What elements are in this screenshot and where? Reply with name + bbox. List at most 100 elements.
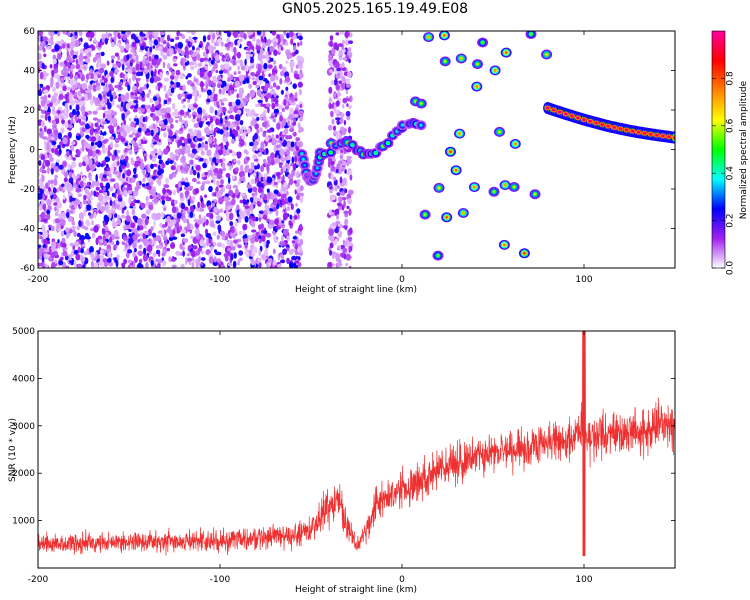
heatmap-cell [345, 32, 350, 36]
heatmap-cell [67, 215, 73, 222]
heatmap-cell [89, 31, 95, 39]
heatmap-cell [253, 113, 259, 117]
heatmap-cell [227, 176, 231, 184]
heatmap-cell [93, 225, 99, 233]
heatmap-cell [166, 71, 170, 76]
heatmap-cell [114, 68, 120, 73]
heatmap-cell [154, 47, 159, 51]
heatmap-cell [153, 240, 156, 246]
heatmap-cell [200, 250, 205, 255]
heatmap-cell [279, 254, 283, 258]
heatmap-cell [99, 104, 103, 110]
heatmap-cell [85, 219, 90, 226]
heatmap-cell [49, 31, 55, 37]
x-tick-label: -200 [28, 275, 49, 285]
heatmap-cell [72, 108, 77, 116]
heatmap-cell [192, 169, 197, 176]
heatmap-cell [238, 250, 244, 256]
heatmap-cell [66, 211, 70, 219]
heatmap-cell [110, 109, 115, 116]
heatmap-cell [594, 121, 598, 125]
heatmap-cell [529, 32, 533, 36]
heatmap-cell [133, 118, 137, 122]
heatmap-cell [167, 97, 172, 102]
heatmap-cell [74, 202, 77, 210]
heatmap-cell [62, 85, 67, 92]
heatmap-cell [237, 259, 241, 266]
heatmap-cell [192, 36, 198, 40]
heatmap-cell [249, 90, 255, 98]
heatmap-cell [103, 131, 107, 136]
heatmap-cell [101, 228, 105, 235]
heatmap-cell [347, 255, 352, 259]
heatmap-cell [340, 113, 345, 118]
heatmap-cell [164, 99, 168, 105]
heatmap-cell [141, 97, 146, 102]
heatmap-cell [111, 117, 118, 126]
heatmap-cell [225, 184, 231, 190]
heatmap-cell [132, 132, 136, 136]
heatmap-cell [107, 152, 112, 157]
heatmap-cell [341, 82, 346, 90]
heatmap-cell [256, 31, 262, 36]
heatmap-cell [290, 141, 295, 148]
heatmap-cell [104, 225, 109, 232]
heatmap-cell [121, 262, 126, 268]
heatmap-cell [237, 180, 241, 185]
heatmap-cell [227, 78, 231, 82]
heatmap-cell [251, 222, 255, 227]
heatmap-cell [191, 148, 197, 155]
heatmap-cell [158, 175, 162, 180]
heatmap-cell [80, 100, 85, 105]
heatmap-cell [250, 236, 256, 244]
heatmap-cell [342, 177, 347, 184]
snr-x-label: Height of straight line (km) [295, 585, 417, 595]
heatmap-cell [214, 143, 218, 148]
heatmap-cell [236, 93, 240, 99]
heatmap-cell [343, 200, 346, 208]
heatmap-cell [254, 235, 260, 243]
heatmap-cell [189, 131, 194, 137]
heatmap-cell [275, 156, 280, 164]
heatmap-cell [187, 187, 191, 191]
heatmap-cell [217, 224, 222, 231]
heatmap-cell [120, 58, 124, 63]
heatmap-cell [288, 261, 294, 268]
heatmap-cell [512, 185, 516, 189]
heatmap-cell [223, 118, 226, 122]
heatmap-cell [294, 189, 297, 195]
heatmap-cell [300, 41, 303, 46]
heatmap-cell [194, 39, 197, 44]
heatmap-cell [214, 137, 217, 144]
heatmap-cell [69, 242, 75, 247]
heatmap-cell [348, 246, 352, 253]
heatmap-cell [280, 188, 283, 195]
heatmap-cell [76, 225, 80, 231]
heatmap-cell [114, 182, 120, 190]
heatmap-cell [180, 202, 186, 210]
heatmap-cell [233, 260, 237, 268]
y-tick-label: -40 [20, 225, 35, 235]
heatmap-cell [294, 260, 300, 264]
heatmap-cell [69, 41, 75, 50]
heatmap-cell [146, 93, 150, 99]
heatmap-cell [182, 145, 186, 152]
heatmap-cell [61, 237, 66, 244]
snr-line [38, 331, 675, 557]
heatmap-cell [163, 207, 167, 212]
heatmap-cell [81, 236, 86, 240]
heatmap-cell [85, 31, 91, 38]
heatmap-cell [251, 201, 257, 205]
heatmap-cell [140, 45, 145, 51]
heatmap-cell [284, 163, 289, 168]
heatmap-cell [95, 174, 98, 182]
heatmap-cell [64, 265, 70, 268]
heatmap-cell [57, 110, 61, 114]
heatmap-cell [218, 88, 222, 94]
heatmap-cell [40, 109, 46, 114]
heatmap-cell [247, 234, 251, 241]
heatmap-cell [53, 202, 58, 206]
heatmap-cell [330, 164, 336, 172]
heatmap-cell [200, 185, 205, 191]
